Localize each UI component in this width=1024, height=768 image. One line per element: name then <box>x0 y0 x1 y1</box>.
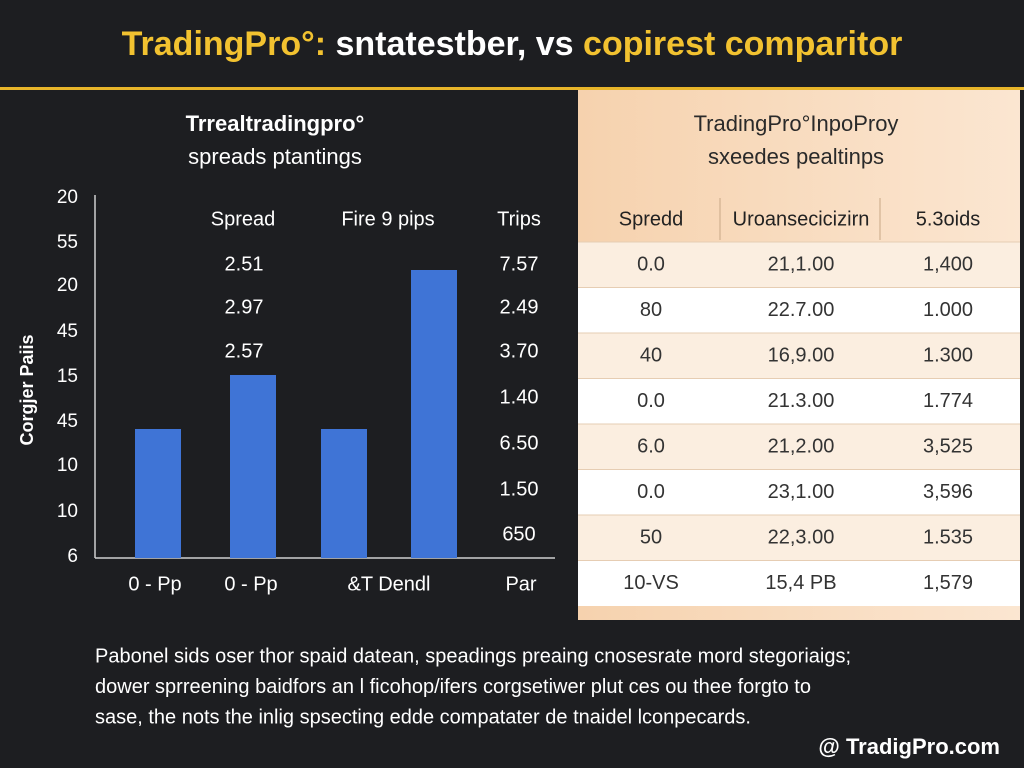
table-row <box>578 560 1020 606</box>
spread-value: 2.51 <box>225 253 264 275</box>
y-label: 20 <box>57 187 78 208</box>
table-cell: 22.7.00 <box>768 299 835 321</box>
table-cell: 21.3.00 <box>768 390 835 412</box>
table-body: Spredd Uroansecicizirn 5.3oids 0.0 21,1.00 1,… <box>578 208 1020 606</box>
table-header: Spredd <box>619 208 684 230</box>
column-header: Spread <box>211 208 276 230</box>
spread-value: 2.97 <box>225 296 264 318</box>
table-header: 5.3oids <box>916 208 981 230</box>
table-cell: 50 <box>640 526 662 548</box>
header-rule <box>0 87 1024 90</box>
table-cell: 21,2.00 <box>768 435 835 457</box>
spread-value: 2.57 <box>225 340 264 362</box>
table-cell: 21,1.00 <box>768 253 835 275</box>
y-axis-title: Corgjer Paiis <box>17 334 37 445</box>
table-cell: 1.000 <box>923 299 973 321</box>
table-row <box>578 424 1020 470</box>
y-label: 10 <box>57 501 78 522</box>
table-row <box>578 469 1020 515</box>
left-title: Trrealtradingpro° <box>186 111 365 136</box>
column-header: Fire 9 pips <box>341 208 434 230</box>
bar <box>321 429 367 558</box>
table-cell: 3,525 <box>923 435 973 457</box>
table-row <box>578 333 1020 379</box>
brand: @ TradigPro.com <box>818 734 1000 759</box>
table-row <box>578 287 1020 333</box>
table-cell: 3,596 <box>923 481 973 503</box>
table-row <box>578 515 1020 561</box>
bar <box>411 270 457 558</box>
x-label: 0 - Pp <box>128 573 181 595</box>
table-header: Uroansecicizirn <box>733 208 870 230</box>
table-cell: 1.300 <box>923 344 973 366</box>
trips-value: 7.57 <box>500 253 539 275</box>
y-label: 6 <box>67 546 78 567</box>
table-cell: 1.535 <box>923 526 973 548</box>
column-header: Trips <box>497 208 541 230</box>
table-cell: 1,579 <box>923 572 973 594</box>
table-row <box>578 242 1020 288</box>
paragraph-line: dower sprreening baidfors an l ficohop/i… <box>95 676 811 698</box>
bar <box>230 375 276 558</box>
trips-value: 3.70 <box>500 340 539 362</box>
table-cell: 15,4 PB <box>765 572 836 594</box>
y-label: 55 <box>57 232 78 253</box>
table-cell: 1.774 <box>923 390 973 412</box>
x-label: 0 - Pp <box>224 573 277 595</box>
table-cell: 0.0 <box>637 481 665 503</box>
y-label: 45 <box>57 411 78 432</box>
y-label: 15 <box>57 366 78 387</box>
table-cell: 0.0 <box>637 390 665 412</box>
table-cell: 10-VS <box>623 572 679 594</box>
table-cell: 6.0 <box>637 435 665 457</box>
trips-value: 650 <box>502 523 535 545</box>
table-row <box>578 378 1020 424</box>
y-label: 20 <box>57 275 78 296</box>
table-cell: 23,1.00 <box>768 481 835 503</box>
table-cell: 80 <box>640 299 662 321</box>
table-cell: 22,3.00 <box>768 526 835 548</box>
right-subtitle: sxeedes pealtinps <box>708 144 884 169</box>
x-label: Par <box>505 573 536 595</box>
trips-value: 2.49 <box>500 296 539 318</box>
table-cell: 0.0 <box>637 253 665 275</box>
trips-value: 1.40 <box>500 386 539 408</box>
bar <box>135 429 181 558</box>
x-label: &T Dendl <box>347 573 430 595</box>
y-label: 45 <box>57 321 78 342</box>
paragraph-line: sase, the nots the inlig spsecting edde … <box>95 706 751 728</box>
right-title: TradingPro°InpoProy <box>694 111 899 136</box>
table-cell: 16,9.00 <box>768 344 835 366</box>
page-title: TradingPro°: sntatestber, vs copirest co… <box>122 25 903 63</box>
paragraph-line: Pabonel sids oser thor spaid datean, spe… <box>95 645 851 667</box>
table-cell: 40 <box>640 344 662 366</box>
y-label: 10 <box>57 455 78 476</box>
table-cell: 1,400 <box>923 253 973 275</box>
left-subtitle: spreads ptantings <box>188 144 362 169</box>
trips-value: 1.50 <box>500 478 539 500</box>
trips-value: 6.50 <box>500 432 539 454</box>
